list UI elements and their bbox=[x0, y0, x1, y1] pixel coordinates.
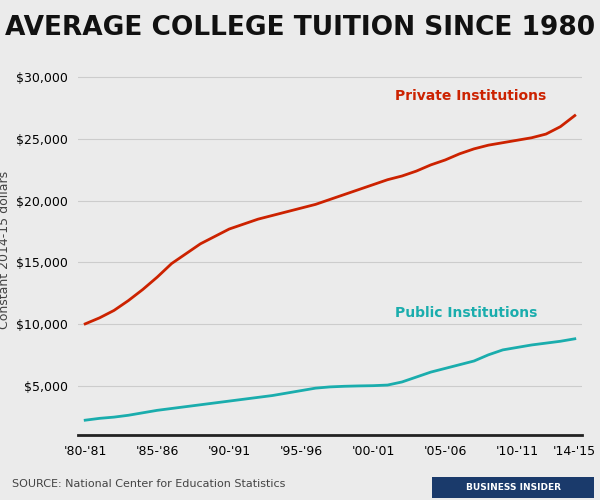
Y-axis label: Constant 2014-15 dollars: Constant 2014-15 dollars bbox=[0, 171, 11, 329]
Text: Private Institutions: Private Institutions bbox=[395, 88, 546, 102]
Text: BUSINESS INSIDER: BUSINESS INSIDER bbox=[466, 482, 560, 492]
Text: Public Institutions: Public Institutions bbox=[395, 306, 537, 320]
Text: AVERAGE COLLEGE TUITION SINCE 1980: AVERAGE COLLEGE TUITION SINCE 1980 bbox=[5, 15, 595, 41]
Text: SOURCE: National Center for Education Statistics: SOURCE: National Center for Education St… bbox=[12, 479, 286, 489]
